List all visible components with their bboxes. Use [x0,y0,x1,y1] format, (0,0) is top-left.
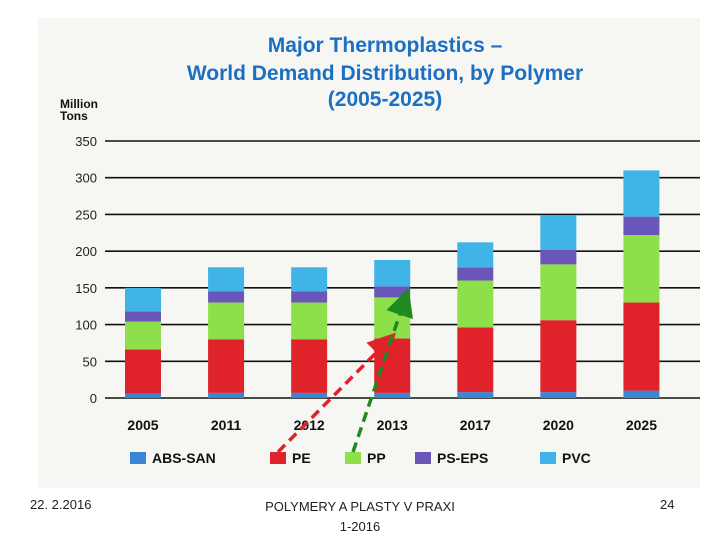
bar-segment-pp-2011 [208,302,245,340]
chart-title-line: Major Thermoplastics – [268,34,503,57]
chart-title-line: (2005-2025) [328,88,442,111]
footer-title-line2: 1-2016 [339,519,381,534]
bar-segment-ps-eps-2017 [457,267,494,281]
legend-label-pe: PE [292,450,311,466]
bar-segment-pe-2013 [374,338,411,393]
bar-segment-ps-eps-2011 [208,291,245,303]
chart-title-line: World Demand Distribution, by Polymer [187,62,583,85]
bar-segment-pe-2005 [125,349,161,394]
legend-swatch-pe [270,452,286,464]
bars [125,170,660,398]
bar-segment-pvc-2013 [374,259,411,287]
x-tick-label: 2020 [543,417,574,433]
y-tick-label: 150 [75,281,97,296]
bar-segment-pvc-2005 [125,287,161,312]
bar-segment-abs-san-2012 [291,392,328,398]
y-axis-label-line: Million [60,97,98,111]
legend-label-ps-eps: PS-EPS [437,450,488,466]
legend-swatch-pvc [540,452,556,464]
bar-segment-pvc-2012 [291,267,328,292]
y-axis-label-line: Tons [60,109,88,123]
legend-swatch-ps-eps [415,452,431,464]
bar-segment-pe-2012 [291,339,328,393]
bar-segment-ps-eps-2012 [291,291,328,303]
bar-segment-pvc-2025 [623,170,660,217]
bar-segment-abs-san-2013 [374,392,411,398]
bar-segment-pe-2011 [208,339,245,393]
bar-segment-pp-2013 [374,297,411,339]
y-tick-label: 200 [75,244,97,259]
y-tick-labels: 0 50 100 150 200 250 300 350 [75,134,97,406]
chart-photo-panel [38,18,700,488]
x-tick-label: 2025 [626,417,657,433]
legend-label-abs-san: ABS-SAN [152,450,216,466]
y-tick-label: 300 [75,171,97,186]
legend-swatch-abs-san [130,452,146,464]
chart-title: Major Thermoplastics – World Demand Distr… [187,34,583,111]
bar-segment-pp-2012 [291,302,328,340]
bar-segment-pvc-2020 [540,215,577,250]
bar-segment-abs-san-2017 [457,392,494,398]
legend-label-pp: PP [367,450,386,466]
bar-segment-ps-eps-2005 [125,311,161,322]
footer-title: POLYMERY A PLASTY V PRAXI 1-2016 [220,497,500,537]
x-tick-label: 2012 [294,417,325,433]
annotation-arrow-pp [351,288,413,453]
y-tick-label: 50 [83,354,97,369]
footer-date: 22. 2.2016 [30,497,92,512]
bar-segment-pvc-2011 [208,267,245,292]
y-tick-label: 250 [75,207,97,222]
legend-swatch-pp [345,452,361,464]
bar-segment-abs-san-2020 [540,392,577,398]
x-tick-labels: 2005 2011 2012 2013 2017 2020 2025 [127,417,657,433]
x-tick-label: 2005 [127,417,158,433]
bar-segment-ps-eps-2013 [374,286,411,298]
bar-segment-pe-2025 [623,302,660,391]
legend: ABS-SAN PE PP PS-EPS PVC [130,450,591,466]
annotation-arrow-pe [276,332,397,454]
bar-segment-pe-2017 [457,327,494,393]
bar-segment-abs-san-2025 [623,390,660,398]
bar-segment-pp-2005 [125,321,161,350]
x-tick-label: 2017 [460,417,491,433]
y-tick-label: 350 [75,134,97,149]
bar-segment-ps-eps-2020 [540,249,577,265]
bar-segment-pe-2020 [540,320,577,393]
bar-segment-pp-2017 [457,280,494,328]
bar-segment-pvc-2017 [457,242,494,268]
bar-segment-abs-san-2005 [125,393,161,398]
x-tick-label: 2013 [377,417,408,433]
y-tick-label: 0 [90,391,97,406]
y-tick-label: 100 [75,318,97,333]
bar-segment-abs-san-2011 [208,392,245,398]
bar-segment-pp-2020 [540,264,577,321]
stacked-bar-chart: Major Thermoplastics – World Demand Distr… [60,34,700,466]
annotation-arrows [276,288,413,454]
bar-segment-pp-2025 [623,234,660,303]
bar-segment-ps-eps-2025 [623,216,660,235]
legend-label-pvc: PVC [562,450,591,466]
x-tick-label: 2011 [211,417,242,433]
footer-page-number: 24 [660,497,675,512]
footer-title-line1: POLYMERY A PLASTY V PRAXI [265,499,455,514]
